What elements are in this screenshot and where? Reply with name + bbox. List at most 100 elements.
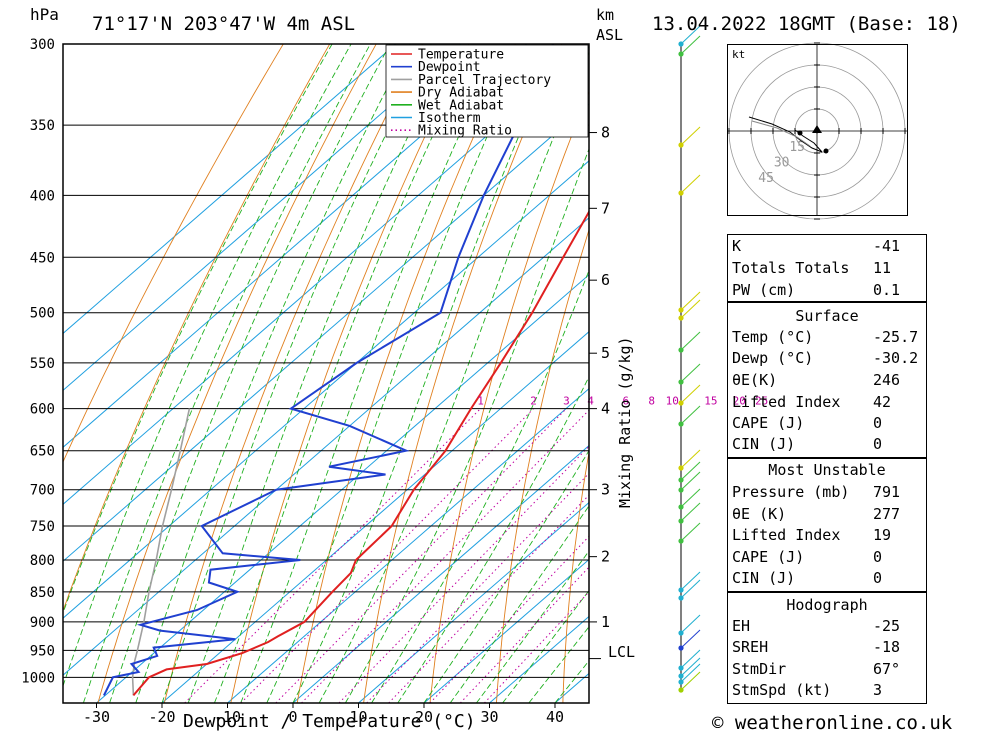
mixing-ratio-title: Mixing Ratio (g/kg) (616, 336, 634, 508)
surface-title: Surface (795, 307, 859, 325)
most-unstable-row: CAPE (J) 0 (732, 548, 883, 566)
wind-barb (680, 25, 701, 45)
wind-barb (680, 384, 701, 404)
wet-adiabat-line (345, 147, 589, 703)
hodograph-stats-box (727, 592, 927, 704)
wet-adiabat-line (476, 550, 589, 703)
profiles (103, 44, 589, 697)
wind-barb (680, 471, 701, 491)
hodograph-stats-title: Hodograph (786, 596, 868, 614)
dry-adiabat-line (63, 44, 331, 612)
x-tick-label: 30 (480, 708, 498, 726)
hodograph-stats-row: StmDir 67° (732, 660, 901, 678)
height-tick-label: 3 (601, 481, 610, 499)
pressure-tick-label: 700 (30, 483, 55, 499)
x-tick-label: 10 (349, 708, 367, 726)
hodograph-unit: kt (732, 48, 745, 61)
height-tick-label: 7 (601, 199, 610, 217)
datetime-title: 13.04.2022 18GMT (Base: 18) (652, 13, 961, 35)
mixing-ratio-label: 3 (563, 395, 570, 408)
most-unstable-row: CIN (J) 0 (732, 569, 883, 587)
dry-adiabat-line (937, 44, 980, 703)
surface-row: Dewp (°C) -30.2 (732, 349, 919, 367)
lcl-label: LCL (608, 643, 635, 661)
legend-label: Isotherm (418, 111, 481, 126)
mixing-ratio-line (184, 408, 481, 703)
wind-barb (680, 405, 701, 425)
dry-adiabat-line (97, 44, 377, 703)
wind-barb (680, 126, 701, 146)
dry-adiabat-line (230, 44, 470, 703)
isotherm-line (63, 103, 589, 562)
wind-barb (680, 629, 701, 649)
mixing-ratio-label: 15 (704, 395, 717, 408)
mixing-ratio-lines (184, 408, 589, 703)
height-tick-label: 5 (601, 344, 610, 362)
isotherm-line (63, 217, 589, 676)
legend-label: Temperature (418, 48, 504, 63)
hodograph-point (823, 148, 829, 154)
pressure-tick-label: 450 (30, 250, 55, 266)
mixing-ratio-line (459, 566, 589, 703)
isotherm-line (63, 44, 462, 392)
temperature-line (132, 209, 589, 697)
dry-adiabat-line (63, 44, 284, 463)
x-tick-label: -20 (148, 708, 175, 726)
hodograph-ring-label: 15 (789, 140, 805, 155)
dry-adiabat-line (163, 44, 423, 703)
isotherm-line (227, 387, 589, 703)
hodograph-ring-label: 30 (774, 155, 790, 170)
x-tick-label: 20 (415, 708, 433, 726)
isotherm-line (63, 160, 589, 619)
km-unit-label: km (596, 6, 614, 24)
dry-adiabat-line (429, 90, 589, 703)
isotherm-line (96, 274, 589, 703)
most-unstable-row: θE (K) 277 (732, 505, 901, 523)
indices-box (727, 234, 927, 302)
isotherm-line (63, 44, 397, 335)
wet-adiabat-line (371, 269, 589, 703)
x-tick-label: 40 (546, 708, 564, 726)
dewpoint-line (103, 44, 554, 696)
wind-barb (680, 291, 701, 311)
wet-adiabat-line (528, 626, 589, 703)
wet-adiabats (63, 44, 589, 703)
wind-barb (680, 363, 701, 383)
mixing-ratio-line (338, 445, 589, 703)
wind-profile (678, 25, 701, 693)
wind-barb (680, 571, 701, 591)
height-tick-label: 2 (601, 548, 610, 566)
wet-adiabat-line (502, 589, 589, 703)
mixing-ratio-line (301, 409, 589, 703)
surface-row: CAPE (J) 0 (732, 414, 883, 432)
wind-barb (680, 663, 701, 683)
x-tick-label: -10 (214, 708, 241, 726)
hodograph-ring-label: 45 (758, 171, 774, 186)
wet-adiabat-line (135, 44, 411, 703)
parcel-trajectory-line (131, 408, 191, 696)
pressure-tick-label: 300 (30, 37, 55, 53)
hodograph-trace (748, 116, 823, 153)
height-tick-label: 1 (601, 613, 610, 631)
mixing-ratio-label: 2 (530, 395, 537, 408)
wind-barb (680, 657, 701, 677)
wet-adiabat-line (318, 50, 589, 703)
legend-label: Mixing Ratio (418, 124, 512, 139)
most-unstable-row: Lifted Index 19 (732, 526, 892, 544)
storm-motion-marker (812, 125, 822, 133)
surface-box (727, 302, 927, 458)
hodograph-stats-row: SREH -18 (732, 638, 901, 656)
wind-barb (680, 299, 701, 319)
wet-adiabat-line (240, 44, 502, 703)
wind-barb (680, 671, 701, 691)
wet-adiabat-line (187, 44, 454, 703)
credit-text: © weatheronline.co.uk (712, 712, 953, 733)
mixing-ratio-line (275, 408, 567, 703)
wet-adiabat-line (449, 504, 589, 703)
wet-adiabat-line (397, 375, 589, 703)
mixing-ratio-label: 25 (755, 395, 768, 408)
